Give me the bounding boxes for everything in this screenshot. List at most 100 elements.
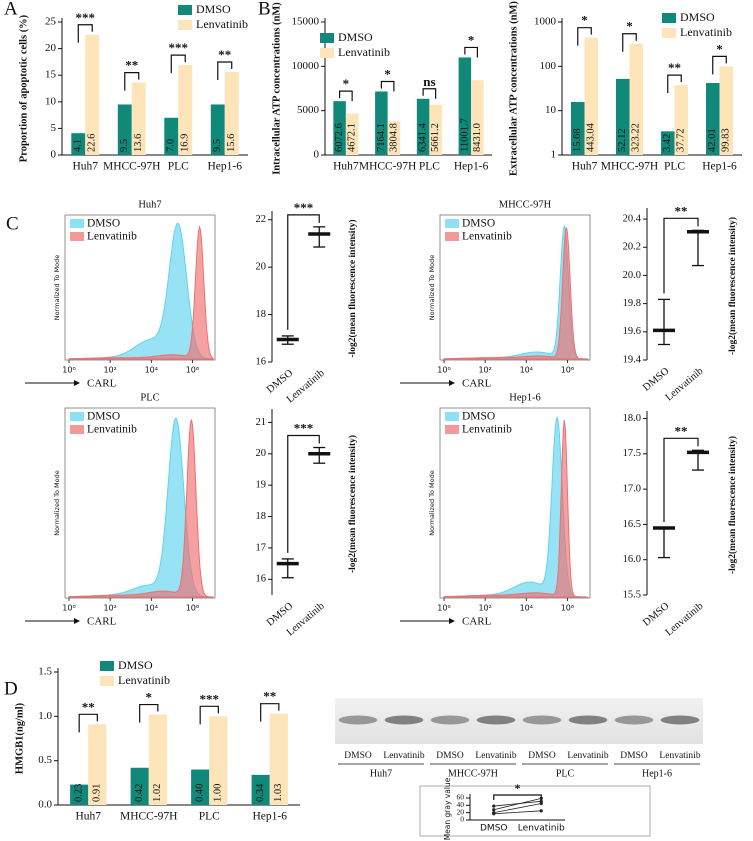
legend-swatch [70,232,84,241]
x-tick-label: Hep1-6 [702,161,737,173]
point [492,808,496,812]
y-axis-label: HMGB1(ng/ml) [14,702,25,774]
significance-bracket [667,74,682,94]
legend-swatch [320,48,334,58]
value-label: 13.6 [133,134,144,152]
bar [416,98,430,155]
plot-frame [64,214,216,361]
x-axis-label: CARL [87,378,117,390]
legend-swatch [178,20,192,30]
y-tick-label: 22 [256,214,267,225]
value-label: 22.6 [87,134,98,152]
chart-title: PLC [140,392,159,403]
x-tick-label: 10⁰ [62,604,75,613]
value-label: 42.01 [707,128,718,152]
y-tick-label: 16.0 [623,554,641,565]
value-label: 3804.8 [388,123,399,152]
y-tick-label: 19.4 [623,354,642,365]
legend-swatch [320,33,334,43]
significance-label: * [515,781,521,795]
x-tick-label: 10⁴ [520,366,533,375]
y-tick-label: 5 [51,122,57,134]
bar [616,78,630,155]
bar [117,104,132,155]
significance-bracket [139,703,159,723]
point [492,812,496,816]
bar [251,774,270,805]
legend-swatch [70,425,84,434]
legend-label: Lenvatinib [338,45,390,59]
y-tick-label: 20 [457,807,465,816]
y-tick-label: 20 [256,448,267,459]
plot-frame [439,407,591,599]
significance-label: ** [263,689,276,704]
panel-letter: D [4,678,18,699]
panel-letter: A [4,0,18,19]
bar [70,784,89,805]
significance-bracket [380,80,395,92]
y-axis-label: -log2(mean fluorescence intensity) [347,219,358,357]
value-label: 11001.7 [459,118,470,152]
lane-label: DMSO [344,751,372,761]
blot-band [384,715,424,725]
x-tick-label: Lenvatinib [664,366,706,404]
y-tick-label: 0 [51,149,57,161]
plot-frame [64,407,216,599]
significance-bracket [287,434,320,553]
value-label: 0.23 [74,784,85,802]
y-tick-label: 10000 [292,60,320,72]
significance-label: * [384,66,391,81]
blot-band [522,715,562,725]
value-label: 6341.4 [418,122,429,152]
legend-label: Lenvatinib [462,231,512,243]
value-label: 443.04 [586,122,597,152]
y-tick-label: 17 [256,542,267,553]
bar [224,72,239,155]
point [539,809,543,813]
value-label: 9.5 [212,139,223,152]
y-tick-label: 21 [256,417,267,428]
y-tick-label: 17.0 [623,484,641,495]
value-label: 4672.1 [347,123,358,152]
blot-band [660,715,700,725]
value-label: 5661.2 [430,123,441,152]
significance-label: *** [294,421,314,436]
legend-swatch [445,412,459,421]
y-tick-label: 20.2 [623,242,641,253]
legend-label: Lenvatinib [118,673,170,687]
y-tick-label: 17.5 [623,448,641,459]
x-tick-label: Lenvatinib [518,824,565,834]
lane-label: DMSO [436,751,464,761]
legend-swatch [445,219,459,228]
lane-label: Lenvatinib [383,751,424,761]
x-tick-label: Huh7 [75,811,101,823]
significance-label: ** [668,60,681,75]
y-tick-label: 18 [256,511,267,522]
y-tick-label: 16 [256,574,267,585]
x-tick-label: PLC [419,161,440,173]
y-tick-label: 100 [540,60,557,72]
x-tick-label: Huh7 [333,161,359,173]
chart-title: Huh7 [138,199,161,210]
legend-swatch [662,13,676,23]
significance-bracket [77,24,93,43]
value-label: 3.42 [662,134,673,152]
point [539,801,543,806]
group-label: Hep1-6 [642,768,672,779]
y-tick-label: 18 [256,309,267,320]
x-tick-label: 10² [478,366,491,375]
x-tick-label: 10² [103,604,116,613]
x-tick-label: MHCC-97H [601,161,659,173]
bar [191,769,210,805]
bar [674,85,688,155]
bar [719,66,733,155]
significance-bracket [78,713,98,733]
y-tick-label: 1.0 [38,710,52,722]
x-tick-label: Hep1-6 [208,161,243,173]
significance-label: * [146,690,153,705]
blot-band [338,715,378,725]
significance-bracket [124,72,140,91]
bar [131,82,146,155]
value-label: 7164.1 [376,123,387,152]
bar [571,102,585,155]
